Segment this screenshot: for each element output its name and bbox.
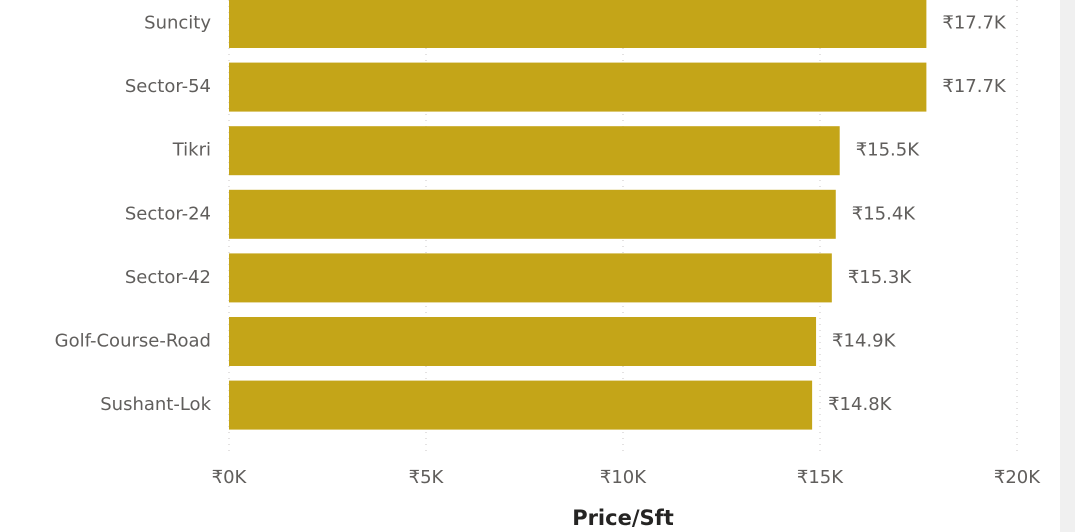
x-tick-label: ₹20K [994,467,1041,488]
bar [229,0,927,48]
y-tick-label: Golf-Course-Road [55,331,211,352]
y-tick-label: Suncity [144,13,211,34]
y-tick-label: Sector-24 [125,203,211,224]
data-label: ₹14.8K [828,394,893,415]
bar [229,126,840,176]
y-tick-label: Sector-54 [125,76,211,97]
x-tick-label: ₹0K [212,467,248,488]
bar [229,62,927,112]
bar [229,189,836,239]
side-panel [1060,0,1075,532]
y-tick-label: Tikri [172,140,211,161]
x-tick-label: ₹5K [409,467,445,488]
y-tick-label: Sushant-Lok [100,394,211,415]
data-label: ₹15.3K [848,267,913,288]
data-label: ₹17.7K [942,76,1007,97]
data-label: ₹14.9K [832,331,897,352]
data-label: ₹17.7K [942,13,1007,34]
bar [229,253,832,303]
data-label: ₹15.5K [856,140,921,161]
data-label: ₹15.4K [852,203,917,224]
bar [229,380,813,430]
y-tick-label: Sector-42 [125,267,211,288]
x-tick-label: ₹10K [600,467,647,488]
bar [229,317,817,366]
x-tick-label: ₹15K [797,467,844,488]
x-axis-title: Price/Sft [572,506,674,530]
